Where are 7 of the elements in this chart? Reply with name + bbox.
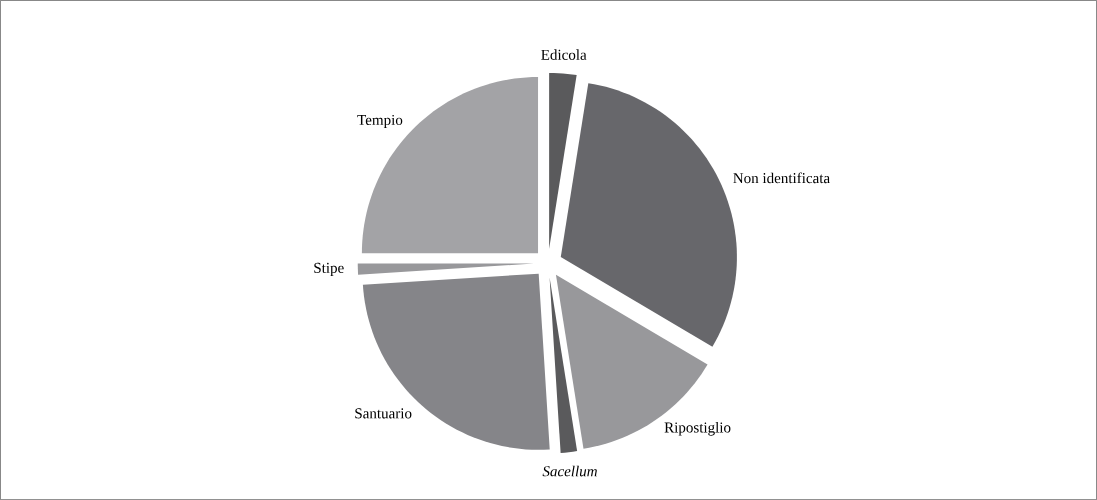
slice-label: Tempio	[357, 114, 403, 129]
slice-label: Stipe	[314, 262, 344, 276]
slice-label: Edicola	[541, 49, 587, 60]
slice-label: Sacellum	[542, 465, 597, 477]
slice-label: Santuario	[355, 408, 412, 419]
slice-label: Ripostiglio	[664, 421, 731, 436]
slice-label: Non identificata	[733, 172, 830, 184]
